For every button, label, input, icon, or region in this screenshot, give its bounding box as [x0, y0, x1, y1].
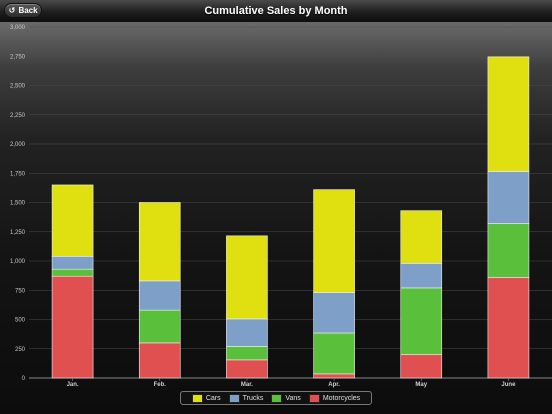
- bar-segment: [313, 292, 355, 334]
- legend-label: Motorcycles: [322, 394, 361, 402]
- bar-segment: [51, 275, 94, 379]
- y-tick-label: 3,000: [10, 25, 26, 31]
- x-tick-label: Mar.: [241, 382, 253, 388]
- bar-segment: [487, 223, 530, 278]
- bar-segment: [487, 277, 530, 379]
- legend-swatch: [191, 393, 203, 403]
- y-tick-label: 500: [15, 318, 26, 324]
- bar-segment: [313, 189, 355, 293]
- bar-segment: [400, 210, 443, 264]
- y-tick-label: 0: [22, 376, 26, 382]
- y-tick-label: 1,250: [10, 230, 26, 236]
- bar-segment: [487, 171, 530, 224]
- y-tick-label: 750: [15, 288, 26, 294]
- y-tick-label: 2,000: [10, 142, 26, 148]
- y-tick-label: 2,750: [10, 54, 26, 60]
- y-tick-label: 1,500: [10, 201, 26, 207]
- legend-label: Cars: [205, 394, 221, 402]
- legend-swatch: [308, 393, 320, 403]
- legend-swatch: [271, 393, 283, 403]
- bar-segment: [487, 56, 530, 172]
- bar-segment: [51, 268, 94, 277]
- legend-label: Vans: [285, 394, 301, 402]
- y-tick-label: 2,250: [10, 113, 26, 119]
- chart-legend: Cars Trucks Vans Motorcycles: [180, 391, 372, 405]
- legend-swatch: [228, 393, 240, 403]
- bar-segment: [138, 342, 181, 379]
- bar-segment: [226, 318, 268, 347]
- x-tick-label: May: [415, 382, 427, 388]
- y-tick-label: 1,000: [10, 259, 26, 265]
- bar-segment: [313, 332, 355, 375]
- legend-item: Cars: [191, 393, 221, 403]
- page-title: Cumulative Sales by Month: [204, 5, 348, 17]
- back-button-label: Back: [18, 6, 38, 15]
- bar-segment: [400, 287, 443, 355]
- legend-item: Vans: [271, 393, 301, 403]
- x-tick-label: June: [501, 382, 516, 388]
- nav-bar: Cumulative Sales by Month ↺ Back: [0, 0, 552, 23]
- bar-segment: [138, 309, 181, 344]
- legend-label: Trucks: [242, 394, 264, 402]
- bar-segment: [313, 373, 355, 379]
- x-tick-label: Jan.: [67, 382, 79, 388]
- bar-segment: [226, 359, 268, 379]
- bar-segment: [51, 184, 94, 257]
- back-arrow-icon: ↺: [8, 6, 16, 15]
- bar-segment: [400, 263, 443, 289]
- bar-segment: [138, 202, 181, 282]
- bar-segment: [226, 346, 268, 361]
- x-tick-label: Feb.: [154, 382, 167, 388]
- bar-segment: [51, 256, 94, 270]
- bar-segment: [226, 235, 268, 320]
- legend-item: Trucks: [228, 393, 264, 403]
- y-tick-label: 1,750: [10, 171, 26, 177]
- back-button[interactable]: ↺ Back: [4, 3, 42, 18]
- x-tick-label: Apr.: [328, 382, 340, 388]
- y-tick-label: 250: [15, 347, 26, 353]
- y-tick-label: 2,500: [10, 84, 26, 90]
- legend-item: Motorcycles: [308, 393, 361, 403]
- bar-segment: [138, 280, 181, 311]
- bar-segment: [400, 354, 443, 379]
